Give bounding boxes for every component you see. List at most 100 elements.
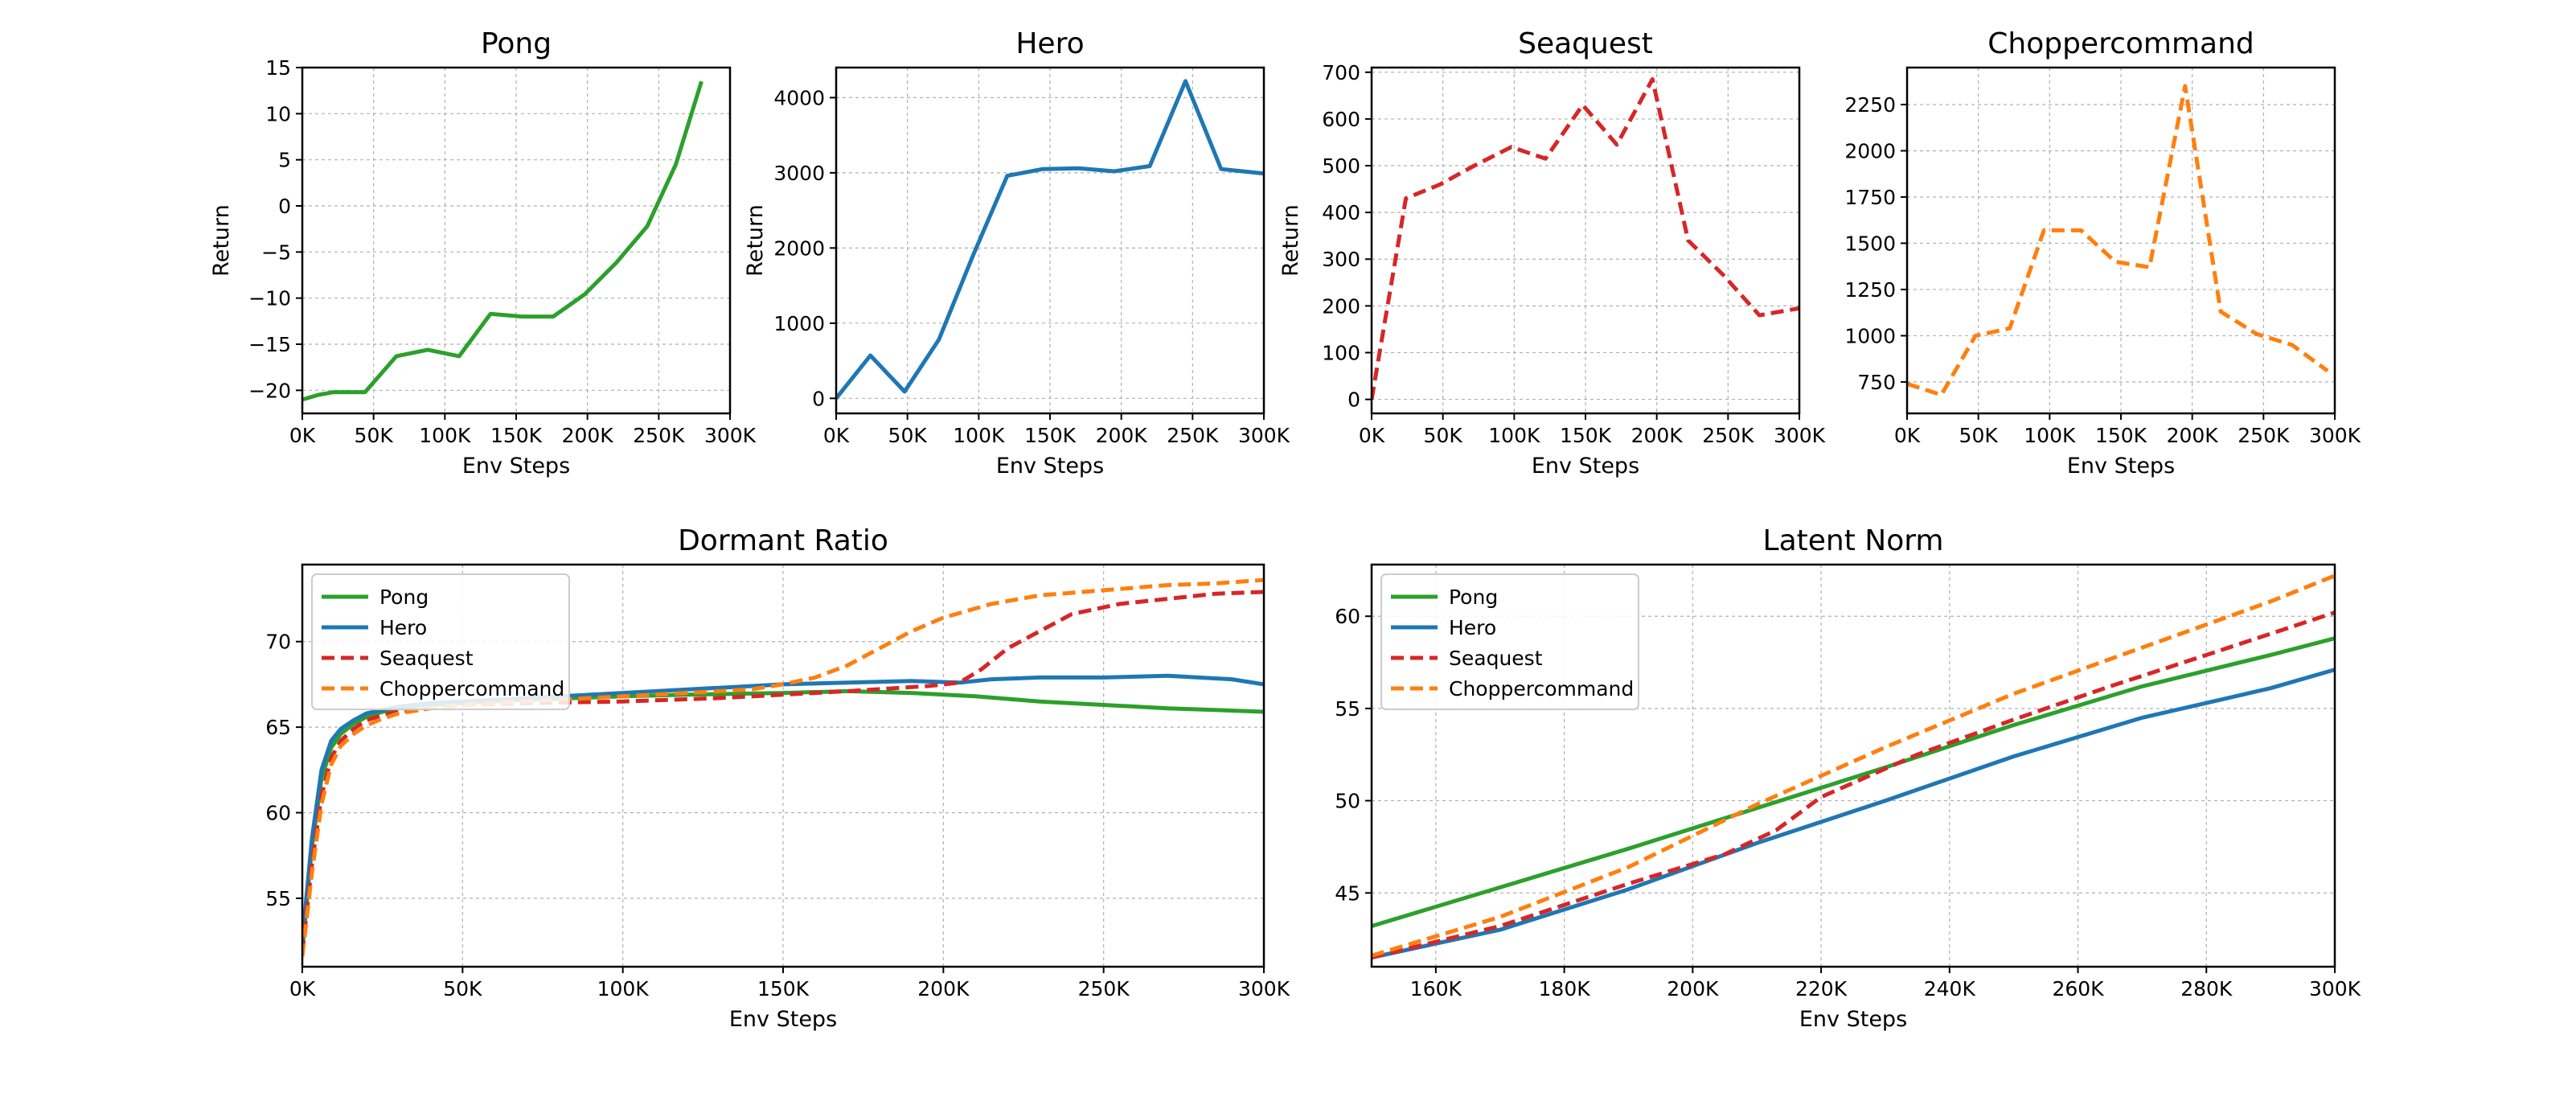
x-tick-label: 240K (1924, 977, 1976, 1000)
x-tick-label: 50K (1424, 424, 1463, 447)
y-tick-label: 3000 (773, 162, 825, 185)
x-tick-label: 200K (917, 977, 970, 1000)
x-tick-label: 300K (1774, 424, 1826, 447)
y-tick-label: 15 (265, 56, 291, 80)
y-tick-label: 1250 (1844, 278, 1896, 302)
y-tick-label: 1000 (773, 312, 825, 335)
y-tick-label: 70 (265, 631, 291, 654)
x-tick-label: 50K (443, 977, 482, 1000)
legend-label-seaquest: Seaquest (1449, 647, 1543, 670)
x-tick-label: 0K (289, 977, 316, 1000)
y-tick-label: 0 (1347, 388, 1360, 412)
series-line-hero (1372, 668, 2335, 959)
x-tick-label: 100K (2024, 424, 2076, 447)
x-tick-label: 50K (1959, 424, 1999, 447)
x-tick-label: 100K (597, 977, 650, 1000)
x-tick-label: 160K (1410, 977, 1462, 1000)
x-tick-label: 250K (2238, 424, 2290, 447)
x-axis-label: Env Steps (729, 1007, 837, 1032)
y-axis-label: Return (743, 204, 768, 277)
chart-latent: 160K 180K 200K 220K 240K 260K 280K 300K 45 50 55 60… (1335, 524, 2361, 1032)
legend: Pong Hero Seaquest Choppercommand (311, 573, 570, 710)
y-tick-label: 60 (265, 802, 291, 825)
x-tick-label: 300K (1238, 977, 1290, 1000)
x-tick-label: 200K (1096, 424, 1148, 447)
x-tick-label: 0K (823, 424, 850, 447)
series-line-choppercommand (302, 577, 1264, 957)
y-axis-label: Return (209, 204, 234, 277)
legend: Pong Hero Seaquest Choppercommand (1380, 573, 1639, 710)
series-line-pong (302, 688, 1264, 950)
y-tick-label: 1750 (1844, 186, 1896, 209)
y-tick-label: 60 (1335, 605, 1360, 628)
legend-label-seaquest: Seaquest (379, 647, 474, 670)
chart-hero: 0K 50K 100K 150K 200K 250K 300K 0 1000 2000 3000 40… (743, 27, 1290, 479)
series-line-seaquest (1372, 77, 1799, 401)
y-tick-label: 600 (1322, 108, 1360, 131)
y-tick-label: 750 (1857, 371, 1896, 394)
series-line-hero (836, 79, 1264, 400)
y-tick-label: 4000 (773, 86, 825, 109)
series-line-choppercommand (1372, 573, 2335, 958)
legend-box (1380, 573, 1639, 710)
x-axis-label: Env Steps (996, 454, 1104, 479)
y-tick-label: −5 (261, 240, 291, 264)
x-axis-label: Env Steps (2067, 454, 2175, 479)
chart-title: Dormant Ratio (678, 524, 888, 557)
legend-label-pong: Pong (1449, 585, 1498, 609)
y-tick-label: 50 (1335, 790, 1360, 813)
chart-dormant: 0K 50K 100K 150K 200K 250K 300K 55 60 65 70 Dormant… (265, 524, 1290, 1032)
series-line-pong (302, 80, 703, 402)
y-tick-label: −15 (248, 333, 291, 356)
series-line-hero (302, 673, 1264, 942)
x-tick-label: 300K (2309, 424, 2361, 447)
legend-label-hero: Hero (1449, 616, 1496, 639)
x-tick-label: 250K (1702, 424, 1754, 447)
x-tick-label: 300K (1238, 424, 1290, 447)
y-tick-label: 0 (812, 387, 825, 410)
chart-title: Latent Norm (1763, 524, 1944, 557)
y-axis-label: Return (1278, 204, 1303, 277)
x-tick-label: 250K (633, 424, 685, 447)
x-tick-label: 200K (1631, 424, 1684, 447)
plot-frame (1370, 563, 2336, 968)
x-tick-label: 0K (289, 424, 316, 447)
y-tick-label: 200 (1322, 294, 1360, 318)
x-tick-label: 150K (2095, 424, 2147, 447)
chart-seaquest: 0K 50K 100K 150K 200K 250K 300K 0 100 200 300 400 50… (1278, 27, 1826, 479)
x-tick-label: 150K (490, 424, 543, 447)
x-tick-label: 150K (1560, 424, 1612, 447)
y-tick-label: 10 (265, 102, 291, 125)
x-tick-label: 180K (1539, 977, 1591, 1000)
x-tick-label: 200K (562, 424, 614, 447)
y-tick-label: 0 (278, 195, 291, 218)
y-tick-label: 2000 (773, 236, 825, 260)
x-tick-label: 280K (2180, 977, 2233, 1000)
y-tick-label: 1500 (1844, 232, 1896, 255)
legend-label-pong: Pong (379, 585, 429, 609)
legend-label-hero: Hero (379, 616, 427, 639)
chart-title: Choppercommand (1987, 27, 2254, 60)
chart-choppercommand: 0K 50K 100K 150K 200K 250K 300K 750 1000 1250 1500… (1844, 27, 2361, 479)
legend-box (311, 573, 570, 710)
chart-pong: 0K 50K 100K 150K 200K 250K 300K −20 −15 −10 −5 0 5 10… (209, 27, 757, 479)
y-tick-label: 2250 (1844, 93, 1896, 117)
x-tick-label: 260K (2052, 977, 2104, 1000)
y-tick-label: 2000 (1844, 139, 1896, 162)
series-line-choppercommand (1907, 84, 2329, 397)
x-tick-label: 50K (888, 424, 928, 447)
y-tick-label: 700 (1322, 61, 1360, 84)
legend-label-choppercommand: Choppercommand (1449, 677, 1634, 701)
x-tick-label: 100K (1488, 424, 1540, 447)
x-axis-label: Env Steps (1532, 454, 1639, 479)
x-axis-label: Env Steps (1799, 1007, 1907, 1032)
x-tick-label: 300K (704, 424, 757, 447)
series-line-seaquest (302, 590, 1264, 954)
chart-title: Hero (1015, 27, 1084, 60)
y-tick-label: 400 (1322, 201, 1360, 224)
y-tick-label: 300 (1322, 248, 1360, 271)
y-tick-label: 65 (265, 716, 291, 739)
x-tick-label: 200K (1667, 977, 1719, 1000)
legend-label-choppercommand: Choppercommand (379, 677, 564, 701)
